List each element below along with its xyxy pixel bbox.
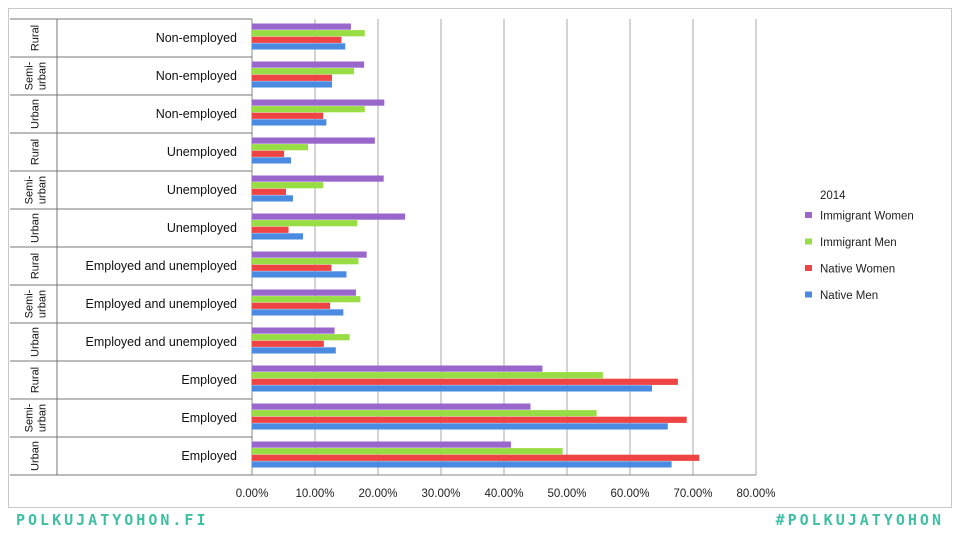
group-label: Semi-urban [24, 403, 49, 432]
bar [252, 220, 358, 227]
category-label: Employed [181, 411, 237, 425]
x-tick-label: 70.00% [673, 488, 712, 500]
category-label: Employed and unemployed [86, 297, 238, 311]
bar [252, 385, 653, 392]
bar [252, 106, 365, 113]
group-label: Urban [30, 99, 42, 129]
x-tick-label: 0.00% [236, 488, 269, 500]
x-tick-label: 20.00% [358, 488, 397, 500]
chart-frame: 0.00% 10.00% 20.00% 30.00% 40.00% 50.00% 60.00… [8, 8, 952, 508]
bar [252, 365, 543, 372]
bar [252, 251, 367, 258]
bar [252, 340, 324, 347]
bar [252, 182, 324, 189]
bar [252, 144, 309, 151]
bar [252, 258, 359, 265]
legend-entry: Native Women [820, 264, 895, 276]
category-label: Employed [181, 373, 237, 387]
bar [252, 403, 531, 410]
legend-title: 2014 [820, 190, 846, 202]
legend-swatch [805, 212, 812, 218]
bar [252, 461, 672, 468]
bar [252, 119, 327, 126]
bar [252, 372, 603, 379]
group-label: Urban [30, 327, 42, 357]
bar [252, 296, 361, 303]
bar [252, 81, 333, 88]
category-label: Non-employed [156, 69, 237, 83]
bar [252, 289, 356, 296]
bar [252, 99, 385, 106]
group-label: Rural [30, 367, 42, 393]
group-label: Semi-urban [24, 61, 49, 90]
category-label: Employed and unemployed [86, 335, 238, 349]
footer-site-name: POLKUJATYOHON.FI [16, 511, 209, 529]
category-label: Employed and unemployed [86, 259, 238, 273]
bar [252, 416, 687, 423]
x-tick-label: 30.00% [421, 488, 460, 500]
bar [252, 30, 365, 37]
group-label: Semi-urban [24, 175, 49, 204]
bar [252, 302, 331, 309]
bar [252, 378, 678, 385]
bar [252, 264, 332, 271]
group-label: Rural [30, 25, 42, 51]
group-label: Urban [30, 213, 42, 243]
bar [252, 441, 511, 448]
bar [252, 309, 344, 316]
x-tick-label: 50.00% [547, 488, 586, 500]
bar [252, 61, 365, 68]
bar [252, 410, 597, 417]
group-label: Rural [30, 139, 42, 165]
category-label: Non-employed [156, 107, 237, 121]
legend-entry: Native Men [820, 290, 878, 302]
bar [252, 175, 384, 182]
bar [252, 150, 285, 157]
bar [252, 226, 289, 233]
bar-chart: 0.00% 10.00% 20.00% 30.00% 40.00% 50.00% 60.00… [10, 18, 914, 500]
bar [252, 448, 563, 455]
bar [252, 43, 346, 50]
bar [252, 347, 336, 354]
bar [252, 157, 292, 164]
category-label: Unemployed [167, 145, 237, 159]
legend-entry: Immigrant Women [820, 211, 914, 223]
bar [252, 233, 304, 240]
legend-swatch [805, 291, 812, 298]
bar [252, 36, 342, 43]
legend-swatch [805, 238, 812, 245]
group-label: Rural [30, 253, 42, 279]
bar [252, 334, 350, 341]
bar [252, 327, 335, 334]
group-label: Semi-urban [24, 289, 49, 318]
bar [252, 23, 351, 30]
legend-entry: Immigrant Men [820, 237, 897, 249]
legend-swatch [805, 265, 812, 271]
bar [252, 454, 700, 461]
bar [252, 112, 324, 119]
bar [252, 68, 355, 75]
category-label: Employed [181, 449, 237, 463]
bar [252, 74, 333, 81]
bar [252, 188, 287, 195]
x-tick-label: 40.00% [484, 488, 523, 500]
category-label: Unemployed [167, 221, 237, 235]
footer-hashtag: #POLKUJATYOHON [775, 511, 944, 529]
category-label: Unemployed [167, 183, 237, 197]
x-tick-label: 10.00% [295, 488, 334, 500]
bar [252, 137, 375, 144]
category-label: Non-employed [156, 31, 237, 45]
bar [252, 271, 347, 278]
bar [252, 213, 406, 220]
bar [252, 423, 668, 430]
x-tick-label: 80.00% [736, 488, 775, 500]
bar [252, 195, 293, 202]
group-label: Urban [30, 441, 42, 471]
x-tick-label: 60.00% [610, 488, 649, 500]
